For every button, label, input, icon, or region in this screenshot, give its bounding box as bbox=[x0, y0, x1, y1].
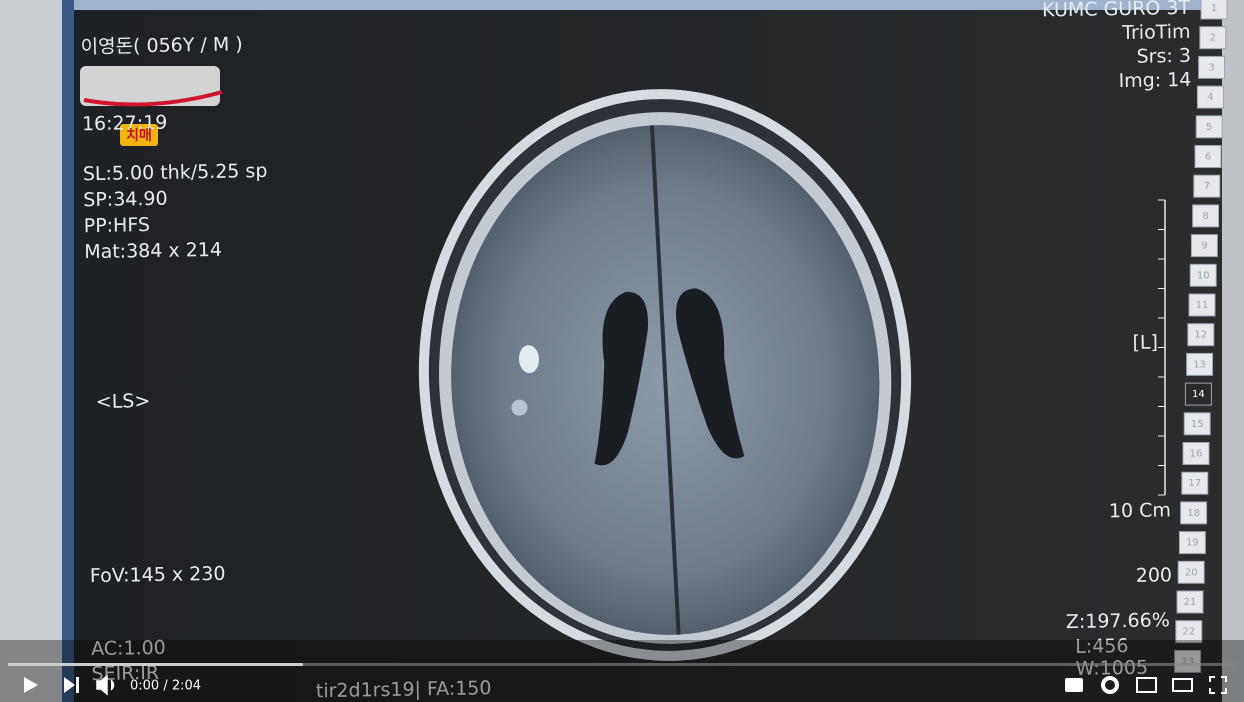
slice-box[interactable] bbox=[1182, 442, 1210, 465]
slice-box[interactable] bbox=[1187, 323, 1215, 347]
show-logo bbox=[80, 66, 223, 146]
slice-box[interactable] bbox=[1193, 174, 1221, 198]
slice-number: 6 bbox=[1205, 152, 1211, 163]
miniplayer-button[interactable] bbox=[1136, 677, 1157, 693]
slice-box[interactable] bbox=[1189, 263, 1217, 287]
site-info: KUMC GURO 3T bbox=[1042, 0, 1191, 21]
orientation: <LS> bbox=[96, 390, 151, 413]
slice-box[interactable] bbox=[1180, 501, 1208, 525]
ventricle bbox=[594, 291, 648, 466]
window-titlebar bbox=[74, 0, 1204, 10]
theater-button[interactable] bbox=[1172, 678, 1193, 692]
sequence: tir2d1rs19| FA:150 bbox=[316, 677, 492, 702]
slice-number: 10 bbox=[1197, 270, 1210, 281]
buffered-bar bbox=[8, 663, 303, 666]
slice-number: 3 bbox=[1208, 62, 1214, 73]
slice-box[interactable] bbox=[1178, 531, 1206, 555]
scan-param: AC:1.00 bbox=[91, 637, 166, 660]
level: L:456 bbox=[1075, 635, 1129, 658]
fullscreen-button[interactable] bbox=[1209, 676, 1227, 694]
slice-box[interactable] bbox=[1200, 0, 1228, 20]
scale-label: 10 Cm bbox=[1109, 499, 1171, 522]
slice-box[interactable] bbox=[1198, 55, 1226, 79]
badge: 치매 bbox=[126, 128, 152, 144]
slice-number: 5 bbox=[1206, 122, 1212, 133]
slice-box[interactable] bbox=[1188, 293, 1216, 317]
slice-number: 23 bbox=[1181, 656, 1194, 667]
slice-box[interactable] bbox=[1190, 234, 1218, 258]
controls-shade bbox=[0, 640, 1244, 702]
scan-param: SEIR:IR bbox=[91, 662, 159, 685]
slice-box[interactable] bbox=[1194, 145, 1222, 168]
lesion bbox=[511, 399, 528, 416]
slice-number: 13 bbox=[1193, 359, 1206, 370]
slice-box[interactable] bbox=[1184, 382, 1212, 406]
slice-number: 4 bbox=[1207, 92, 1213, 103]
slice-number: 11 bbox=[1196, 300, 1209, 311]
scan-param: SP:34.90 bbox=[83, 188, 168, 211]
patient-name: 이영돈( 056Y / M ) bbox=[80, 33, 242, 58]
window: W:1005 bbox=[1075, 657, 1148, 680]
slice-box[interactable] bbox=[1176, 590, 1204, 614]
next-button[interactable] bbox=[64, 677, 79, 693]
slice-box[interactable] bbox=[1175, 620, 1203, 644]
captions-button[interactable] bbox=[1065, 678, 1083, 692]
slice-number: 8 bbox=[1202, 211, 1208, 222]
settings-button[interactable] bbox=[1101, 676, 1119, 694]
slice-box[interactable] bbox=[1186, 352, 1214, 376]
slice-box[interactable] bbox=[1183, 412, 1211, 436]
zoom: Z:197.66% bbox=[1066, 609, 1170, 633]
slice-number: 15 bbox=[1191, 419, 1204, 430]
progress-bar[interactable] bbox=[8, 663, 1236, 666]
site-info: Srs: 3 bbox=[1136, 45, 1191, 68]
slice-box[interactable] bbox=[1196, 85, 1224, 109]
slice-number: 22 bbox=[1182, 627, 1195, 638]
scan-param: SL:5.00 thk/5.25 sp bbox=[83, 160, 268, 185]
mri-image bbox=[418, 89, 912, 661]
scan-time: 16:27:19 bbox=[82, 112, 168, 135]
field-of-view: FoV:145 x 230 bbox=[90, 563, 226, 587]
side-label: [L] bbox=[1132, 331, 1158, 353]
slice-number: 17 bbox=[1188, 478, 1201, 489]
slice-number: 14 bbox=[1192, 389, 1205, 400]
slice-box[interactable] bbox=[1177, 560, 1205, 584]
monitor-bezel bbox=[0, 0, 72, 702]
scale-value: 200 bbox=[1136, 564, 1173, 587]
slice-number: 7 bbox=[1204, 181, 1210, 192]
slice-number: 1 bbox=[1211, 3, 1217, 14]
slice-number: 16 bbox=[1190, 449, 1203, 460]
play-button[interactable] bbox=[24, 677, 38, 693]
slice-number: 19 bbox=[1186, 538, 1199, 549]
site-info: Img: 14 bbox=[1118, 69, 1191, 92]
slice-number: 12 bbox=[1194, 330, 1207, 341]
badge-bg bbox=[120, 124, 158, 146]
midline bbox=[649, 125, 681, 635]
monitor-bezel bbox=[1222, 0, 1244, 702]
slice-number: 18 bbox=[1187, 508, 1200, 519]
window-border bbox=[62, 0, 74, 702]
scan-param: PP:HFS bbox=[84, 214, 151, 237]
slice-number: 2 bbox=[1210, 33, 1216, 44]
slice-number: 20 bbox=[1185, 567, 1198, 578]
slice-number: 9 bbox=[1201, 241, 1207, 252]
ventricle bbox=[676, 288, 745, 459]
lesion bbox=[518, 345, 539, 374]
slice-box[interactable] bbox=[1174, 649, 1202, 673]
slice-box[interactable] bbox=[1199, 26, 1227, 50]
slice-box[interactable] bbox=[1181, 471, 1209, 495]
time-display: 0:00 / 2:04 bbox=[130, 679, 201, 694]
slice-box[interactable] bbox=[1195, 115, 1223, 139]
slice-box[interactable] bbox=[1192, 204, 1220, 228]
site-info: TrioTim bbox=[1121, 21, 1191, 44]
volume-button[interactable] bbox=[96, 674, 115, 696]
scan-param: Mat:384 x 214 bbox=[84, 239, 222, 263]
slice-number: 21 bbox=[1184, 597, 1197, 608]
